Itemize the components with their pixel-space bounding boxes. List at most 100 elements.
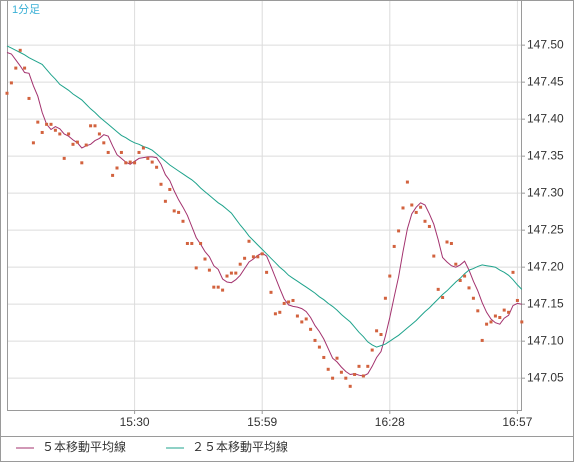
chart-title: 1分足 [12, 3, 40, 16]
price-dot [225, 274, 229, 278]
price-dot [326, 367, 330, 371]
y-tick-label: 147.30 [527, 185, 564, 199]
price-dot [137, 150, 141, 154]
price-dot [75, 140, 79, 144]
price-dot [18, 48, 22, 52]
price-dot [168, 187, 172, 191]
price-dot [317, 345, 321, 349]
price-dot [471, 296, 475, 300]
y-tick-label: 147.25 [527, 222, 564, 236]
price-dot [489, 320, 493, 324]
price-dot [207, 268, 211, 272]
price-dot [111, 173, 115, 177]
price-dot [458, 278, 462, 282]
price-dot [185, 241, 189, 245]
price-dot [291, 298, 295, 302]
price-dot [119, 150, 123, 154]
price-dot [251, 255, 255, 259]
price-dot [480, 338, 484, 342]
price-dot [287, 300, 291, 304]
legend-label: ５本移動平均線 [42, 439, 126, 454]
price-dot [58, 132, 62, 136]
price-dot [304, 317, 308, 321]
price-dot [172, 209, 176, 213]
price-dot [344, 376, 348, 380]
price-dot [410, 203, 414, 207]
price-dot [401, 206, 405, 210]
ma-line [6, 45, 523, 348]
price-dot [432, 254, 436, 258]
price-dot [155, 165, 159, 169]
price-dot [449, 241, 453, 245]
price-dot [392, 244, 396, 248]
price-dot [397, 229, 401, 233]
price-dot [282, 301, 286, 305]
x-tick-label: 15:30 [120, 415, 150, 429]
price-dot [331, 376, 335, 380]
y-tick-label: 147.05 [527, 370, 564, 384]
price-dot [419, 205, 423, 209]
price-dot [27, 96, 31, 100]
x-tick-label: 16:57 [502, 415, 532, 429]
y-tick-label: 147.40 [527, 111, 564, 125]
price-dot [515, 298, 519, 302]
price-dot [366, 364, 370, 368]
price-dot [423, 219, 427, 223]
price-dot [243, 256, 247, 260]
price-dot [265, 270, 269, 274]
price-dot [5, 91, 9, 95]
price-dot [300, 320, 304, 324]
plot-area [7, 0, 522, 411]
price-dot [322, 355, 326, 359]
price-dot [31, 141, 35, 145]
y-tick-label: 147.15 [527, 296, 564, 310]
price-dot [128, 160, 132, 164]
price-dot [194, 266, 198, 270]
legend: ５本移動平均線 ２５本移動平均線 [16, 439, 288, 454]
price-dot [36, 120, 40, 124]
price-dot [260, 252, 264, 256]
price-dot [370, 348, 374, 352]
price-dot [273, 312, 277, 316]
price-dot [181, 219, 185, 223]
price-dot [414, 210, 418, 214]
price-dot [106, 150, 110, 154]
price-dot [511, 270, 515, 274]
price-dot [485, 322, 489, 326]
price-dot [278, 310, 282, 314]
price-dot [93, 124, 97, 128]
price-dot [256, 255, 260, 259]
price-dot [80, 161, 84, 165]
price-dot [520, 320, 524, 324]
price-dot [388, 274, 392, 278]
price-dot [309, 327, 313, 331]
price-dot [502, 308, 506, 312]
price-dot [203, 257, 207, 261]
price-dot [234, 271, 238, 275]
price-dot [14, 66, 18, 70]
x-tick-label: 15:59 [247, 415, 277, 429]
price-dot [212, 285, 216, 289]
price-dot [146, 156, 150, 160]
price-dot [507, 310, 511, 314]
price-dot [133, 161, 137, 165]
price-dot [62, 156, 66, 160]
y-tick-label: 147.45 [527, 74, 564, 88]
price-dot [229, 271, 233, 275]
price-dot [379, 333, 383, 337]
price-dot [313, 338, 317, 342]
price-dot [97, 132, 101, 136]
price-dot [238, 262, 242, 266]
price-dot [361, 374, 365, 378]
price-dot [163, 199, 167, 203]
price-dot [177, 210, 181, 214]
legend-label: ２５本移動平均線 [192, 439, 288, 454]
price-dot [357, 364, 361, 368]
price-dot [141, 146, 145, 150]
price-dot [441, 296, 445, 300]
x-tick-label: 16:28 [375, 415, 405, 429]
price-dot [216, 285, 220, 289]
price-dot [498, 315, 502, 319]
price-dot [115, 166, 119, 170]
